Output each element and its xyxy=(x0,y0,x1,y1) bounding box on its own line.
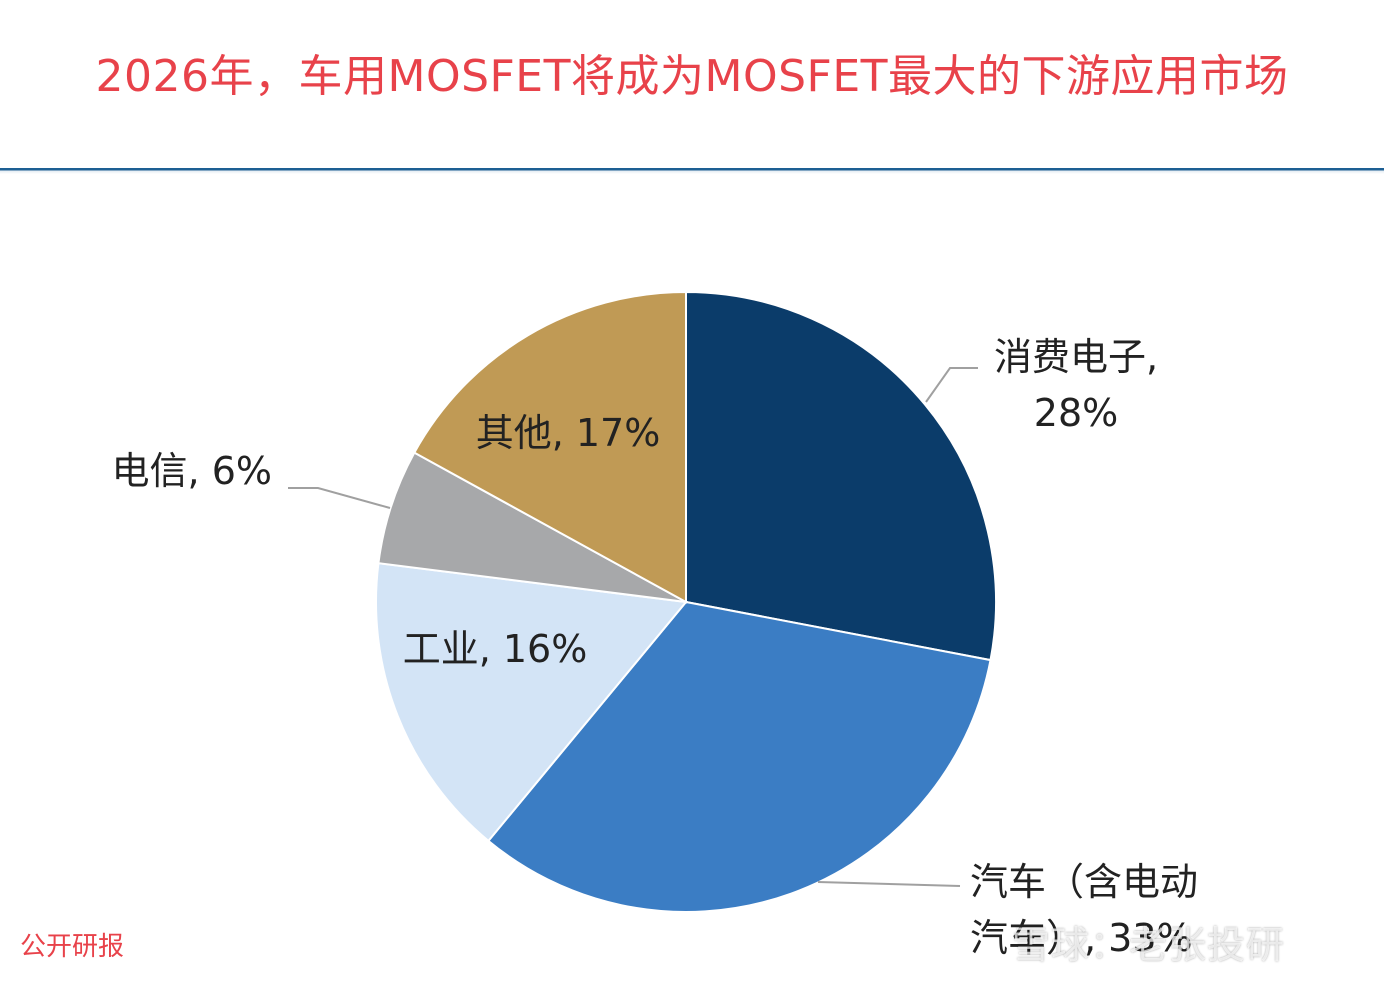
leader-lines xyxy=(288,367,978,887)
leader-line-2 xyxy=(817,881,961,887)
watermark: 雪球：老张投研 xyxy=(1012,923,1286,967)
chart-title: 2026年，车用MOSFET将成为MOSFET最大的下游应用市场 xyxy=(95,51,1289,102)
pie-slices xyxy=(375,290,997,913)
leader-line-1 xyxy=(925,367,978,403)
source-note: 公开研报 xyxy=(20,932,125,962)
leader-line-4 xyxy=(288,487,391,509)
title-divider xyxy=(0,168,1384,174)
pie-slice-1 xyxy=(685,290,997,662)
slice-label-1: 消费电子, 28% xyxy=(994,335,1158,435)
slice-label-5: 其他, 17% xyxy=(476,411,661,455)
pie-slice-2 xyxy=(486,600,992,913)
pie-slice-5 xyxy=(412,290,687,604)
slice-label-2: 汽车（含电动汽车）, 33% xyxy=(970,860,1198,960)
slice-label-4: 电信, 6% xyxy=(112,449,272,493)
pie-slice-3 xyxy=(375,562,688,843)
slice-label-3: 工业, 16% xyxy=(403,627,588,671)
slice-labels: 消费电子, 28% 汽车（含电动汽车）, 33% 工业, 16% 电信, 6% 其他, 1… xyxy=(112,335,1198,960)
